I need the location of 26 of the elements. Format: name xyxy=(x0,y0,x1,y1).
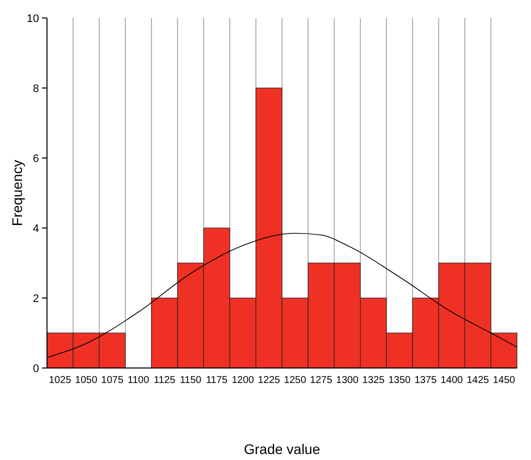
x-tick-label: 1325 xyxy=(362,375,385,386)
x-axis-title: Grade value xyxy=(244,441,320,457)
x-tick-label: 1025 xyxy=(48,375,72,386)
x-tick-label: 1225 xyxy=(258,375,281,386)
y-tick-label: 6 xyxy=(32,152,39,165)
x-tick-label: 1050 xyxy=(75,375,98,386)
x-tick-label: 1100 xyxy=(128,375,150,386)
x-tick-label: 1300 xyxy=(336,375,359,386)
y-tick-label: 10 xyxy=(26,12,39,25)
x-tick-label: 1150 xyxy=(180,375,202,386)
y-tick-label: 2 xyxy=(32,292,39,305)
x-tick-label: 1250 xyxy=(284,375,307,386)
x-tick-label: 1450 xyxy=(492,375,516,386)
x-tick-label: 1350 xyxy=(388,375,412,386)
y-tick-label: 8 xyxy=(32,82,39,95)
x-tick-label: 1175 xyxy=(206,375,228,386)
x-tick-label: 1075 xyxy=(101,375,124,386)
y-tick-label: 0 xyxy=(32,362,39,375)
x-tick-label: 1275 xyxy=(310,375,333,386)
x-tick-label: 1375 xyxy=(414,375,438,386)
x-tick-label: 1200 xyxy=(232,375,254,386)
y-tick-label: 4 xyxy=(32,222,39,235)
x-tick-label: 1400 xyxy=(440,375,464,386)
x-tick-label: 1425 xyxy=(466,375,490,386)
y-axis-title: Frequency xyxy=(9,160,25,226)
x-tick-label: 1125 xyxy=(154,375,176,386)
